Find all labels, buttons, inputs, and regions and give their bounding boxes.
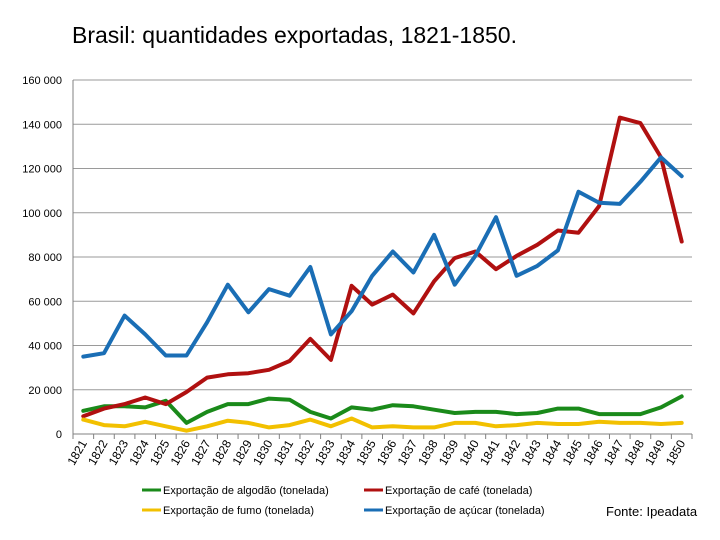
x-tick-label: 1834 [333, 437, 359, 467]
y-tick-label: 80 000 [28, 252, 62, 264]
x-tick-label: 1833 [312, 437, 338, 467]
series-lines [81, 115, 684, 433]
x-tick-labels: 1821182218231824182518261827182818291830… [64, 437, 688, 467]
x-tick-label: 1838 [415, 437, 441, 467]
x-tick-label: 1846 [580, 437, 606, 467]
y-tick-label: 0 [56, 429, 62, 441]
x-tick-label: 1830 [250, 437, 276, 467]
x-tick-label: 1825 [147, 437, 173, 467]
x-tick-label: 1837 [395, 437, 421, 467]
legend-label: Exportação de açúcar (tonelada) [385, 505, 545, 517]
x-tick-label: 1827 [188, 437, 214, 467]
x-tick-label: 1822 [85, 437, 111, 467]
x-tick-label: 1840 [456, 437, 482, 467]
x-tick-label: 1823 [106, 437, 132, 467]
series-line-2 [81, 115, 684, 419]
x-tick-label: 1850 [663, 437, 689, 467]
series-line-3 [81, 416, 684, 433]
y-tick-label: 40 000 [28, 341, 62, 353]
x-tick-label: 1847 [601, 437, 627, 467]
x-tick-label: 1844 [539, 437, 565, 467]
x-tick-label: 1843 [518, 437, 544, 467]
y-tick-labels: 0 20 000 40 000 60 000 80 000 100 000 120 000 1… [22, 75, 62, 441]
legend-label: Exportação de fumo (tonelada) [163, 505, 314, 517]
x-tick-label: 1824 [126, 437, 152, 467]
x-tick-label: 1842 [498, 437, 524, 467]
x-tick-label: 1828 [209, 437, 235, 467]
legend: Exportação de algodão (tonelada) Exportaç… [142, 485, 545, 517]
series-line-1 [81, 394, 684, 425]
legend-label: Exportação de café (tonelada) [385, 485, 532, 497]
axes [72, 80, 693, 439]
x-tick-label: 1826 [168, 437, 194, 467]
y-tick-label: 160 000 [22, 75, 62, 87]
legend-label: Exportação de algodão (tonelada) [163, 485, 329, 497]
source-note: Fonte: Ipeadata [606, 504, 698, 519]
chart-title: Brasil: quantidades exportadas, 1821-185… [72, 22, 517, 48]
x-tick-label: 1821 [64, 437, 90, 467]
x-tick-label: 1841 [477, 437, 503, 467]
y-tick-label: 140 000 [22, 119, 62, 131]
series-line-4 [81, 155, 684, 359]
y-tick-label: 100 000 [22, 208, 62, 220]
x-tick-label: 1848 [622, 437, 648, 467]
x-tick-label: 1836 [374, 437, 400, 467]
x-tick-label: 1839 [436, 437, 462, 467]
x-tick-label: 1829 [230, 437, 256, 467]
x-tick-label: 1831 [271, 437, 297, 467]
x-tick-label: 1845 [560, 437, 586, 467]
gridlines [73, 79, 692, 391]
x-tick-label: 1835 [353, 437, 379, 467]
y-tick-label: 20 000 [28, 385, 62, 397]
x-tick-label: 1832 [291, 437, 317, 467]
x-tick-label: 1849 [642, 437, 668, 467]
y-tick-label: 120 000 [22, 164, 62, 176]
y-tick-label: 60 000 [28, 296, 62, 308]
